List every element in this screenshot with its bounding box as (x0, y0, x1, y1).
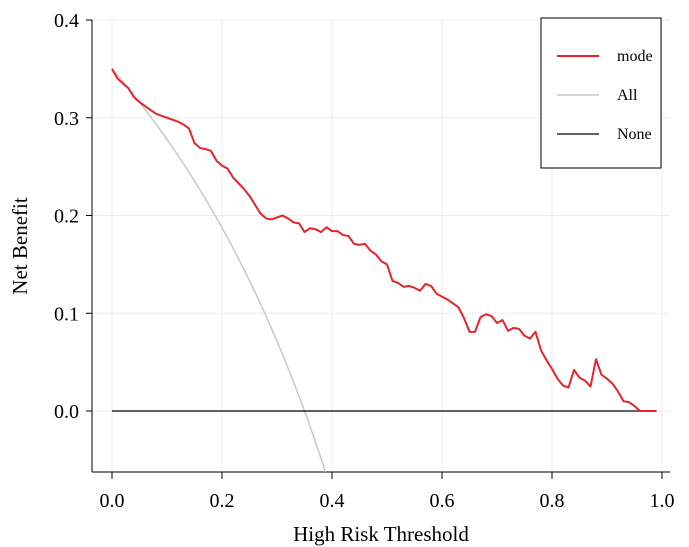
series-layer (111, 68, 657, 473)
y-axis-title: Net Benefit (8, 197, 32, 295)
axes (91, 20, 670, 473)
x-tick-label-1: 0.2 (210, 490, 235, 512)
legend-label-mode: mode (617, 48, 653, 65)
x-tick-label-5: 1.0 (650, 490, 675, 512)
legend-box (540, 17, 662, 169)
y-tick-label-3: 0.3 (54, 108, 79, 130)
y-tick-label-4: 0.4 (54, 10, 79, 32)
y-ticks: 0.0 0.1 0.2 0.3 0.4 (54, 10, 92, 423)
legend-label-all: All (617, 87, 638, 104)
x-ticks: 0.0 0.2 0.4 0.6 0.8 1.0 (100, 472, 675, 512)
x-axis-title: High Risk Threshold (293, 522, 469, 546)
legend: mode All None (540, 17, 662, 169)
y-tick-label-2: 0.2 (54, 206, 79, 228)
legend-label-none: None (617, 126, 652, 143)
y-tick-label-1: 0.1 (54, 303, 79, 325)
series-line-mode (111, 68, 657, 412)
y-tick-label-0: 0.0 (54, 401, 79, 423)
x-tick-label-3: 0.6 (430, 490, 455, 512)
x-tick-label-2: 0.4 (320, 490, 345, 512)
grid (92, 19, 670, 472)
series-line-all (111, 68, 327, 473)
x-tick-label-0: 0.0 (100, 490, 125, 512)
x-tick-label-4: 0.8 (540, 490, 565, 512)
